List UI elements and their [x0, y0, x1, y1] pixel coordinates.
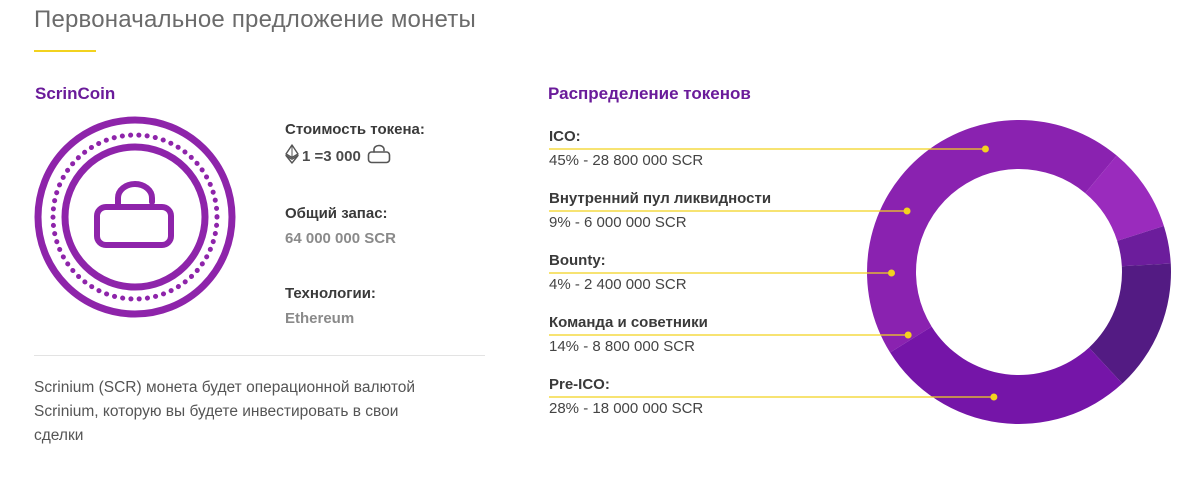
scrincoin-logo-icon	[34, 116, 236, 323]
leader-marker	[903, 207, 911, 215]
donut-slice	[1085, 155, 1164, 241]
leader-marker	[981, 145, 989, 153]
legend-label: Pre-ICO:	[549, 376, 610, 393]
donut-slice	[1117, 226, 1171, 267]
leader-marker	[888, 269, 896, 277]
legend-value: 4% - 2 400 000 SCR	[549, 276, 687, 293]
token-price: Стоимость токена: 1 =3 000	[285, 120, 425, 170]
page-title: Первоначальное предложение монеты	[34, 6, 476, 33]
leader-marker	[904, 331, 912, 339]
legend-label: Внутренний пул ликвидности	[549, 190, 772, 207]
title-underline	[34, 50, 96, 52]
token-price-label: Стоимость токена:	[285, 121, 425, 138]
technology-value: Ethereum	[285, 310, 355, 327]
ethereum-icon	[285, 144, 299, 170]
coin-description: Scrinium (SCR) монета будет операционной…	[34, 379, 416, 444]
total-supply-value: 64 000 000 SCR	[285, 230, 396, 247]
technology: Технологии: Ethereum	[285, 284, 376, 329]
donut-slice	[1088, 263, 1171, 384]
leader-marker	[990, 393, 998, 401]
chart-title: Распределение токенов	[548, 84, 751, 103]
legend-value: 14% - 8 800 000 SCR	[549, 338, 695, 355]
legend-value: 28% - 18 000 000 SCR	[549, 400, 704, 417]
donut-slice	[867, 120, 1117, 353]
token-price-value: 1 =3 000	[285, 144, 425, 170]
total-supply: Общий запас: 64 000 000 SCR	[285, 204, 396, 249]
technology-label: Технологии:	[285, 285, 376, 302]
legend-label: Команда и советники	[549, 314, 708, 331]
total-supply-label: Общий запас:	[285, 205, 388, 222]
divider	[34, 355, 485, 356]
legend-value: 45% - 28 800 000 SCR	[549, 152, 704, 169]
legend-label: Bounty:	[549, 252, 606, 269]
scrincoin-icon	[367, 144, 391, 170]
coin-name: ScrinCoin	[35, 84, 116, 103]
donut-slice	[890, 326, 1123, 424]
token-price-text: 1 =3 000	[302, 148, 361, 165]
legend-label: ICO:	[549, 128, 581, 145]
legend-value: 9% - 6 000 000 SCR	[549, 214, 687, 231]
